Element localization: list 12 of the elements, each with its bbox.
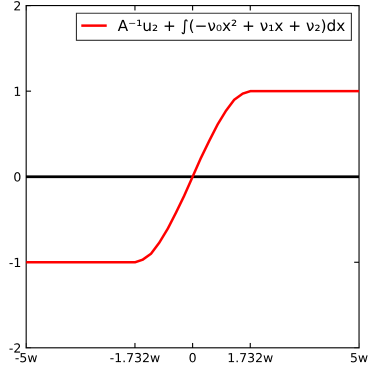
y-tick-label: 0 (14, 172, 20, 182)
x-tick-label: 1.732w (228, 352, 273, 362)
x-tick-label: 5w (350, 353, 368, 362)
legend-label: A⁻¹u₂ + ∫(−ν₀x² + ν₁x + ν₂)dx (118, 19, 345, 34)
x-tick-label: 0 (189, 352, 196, 362)
y-tick-label: -2 (9, 343, 20, 353)
y-tick-label: 2 (14, 1, 20, 10)
y-tick-label: 1 (14, 86, 20, 96)
line-series (26, 90, 360, 264)
x-tick-label: -1.732w (110, 352, 160, 362)
y-tick-label: -1 (9, 258, 20, 268)
x-tick-label: -5w (15, 353, 37, 362)
